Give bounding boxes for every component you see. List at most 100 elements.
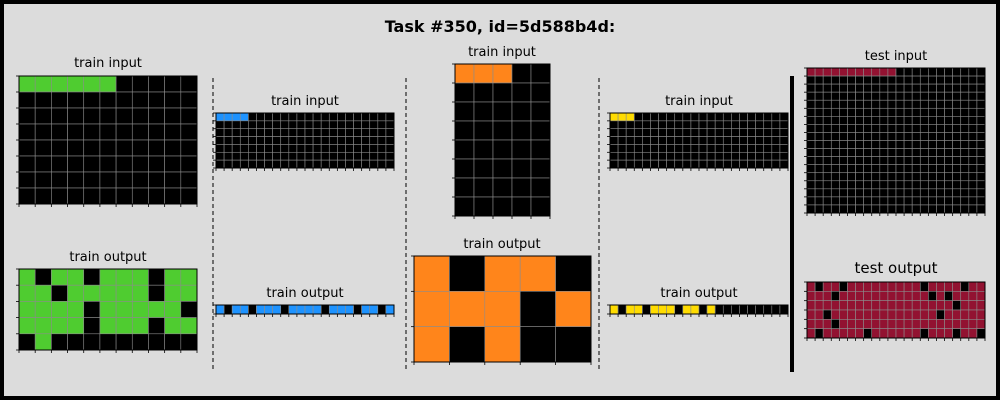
grid-cell — [847, 83, 856, 93]
grid-cell — [863, 107, 873, 117]
grid-cell — [968, 309, 978, 320]
grid-cell — [180, 317, 198, 335]
grid-cell — [34, 107, 52, 125]
grid-cell — [666, 136, 676, 145]
grid-cell — [256, 304, 265, 315]
grid-cell — [280, 159, 290, 169]
grid-cell — [928, 172, 937, 182]
grid-cell — [863, 281, 873, 292]
grid-cell — [296, 159, 306, 169]
grid-cell — [617, 159, 627, 169]
grid-cell — [272, 151, 282, 161]
grid-cell — [887, 309, 897, 320]
grid-cell — [34, 317, 52, 335]
grid-cell — [903, 148, 913, 157]
grid-cell — [280, 151, 290, 161]
grid-cell — [911, 300, 921, 311]
grid-cell — [747, 144, 756, 153]
grid-cell — [312, 144, 322, 153]
grid-cell — [215, 304, 225, 315]
grid-cell — [814, 132, 824, 141]
grid-cell — [731, 151, 740, 161]
grid-cell — [674, 112, 684, 122]
grid-cell — [256, 112, 265, 122]
grid-cell — [822, 140, 832, 149]
grid-cell — [633, 120, 643, 130]
grid-cell — [911, 83, 921, 93]
grid-cell — [361, 159, 371, 169]
grid-cell — [919, 291, 929, 301]
grid-cell — [304, 304, 314, 315]
grid-cell — [895, 204, 905, 214]
grid-cell — [361, 128, 371, 137]
grid-cell — [714, 159, 724, 169]
grid-cell — [690, 136, 700, 145]
grid-cell — [215, 120, 225, 130]
grid-cell — [215, 128, 225, 137]
grid-cell — [625, 304, 635, 315]
grid-cell — [609, 159, 619, 169]
grid-cell — [353, 144, 362, 153]
grid-cell — [148, 333, 165, 351]
test-output-grid — [804, 281, 986, 341]
grid-cell — [115, 107, 133, 125]
grid-cell — [148, 187, 165, 205]
grid-cell — [511, 101, 532, 122]
grid-cell — [131, 268, 149, 286]
grid-cell — [328, 112, 338, 122]
grid-cell — [976, 172, 986, 182]
grid-cell — [976, 164, 986, 174]
grid-cell — [976, 99, 986, 109]
grid-cell — [99, 171, 117, 189]
grid-cell — [839, 204, 848, 214]
grid-cell — [454, 139, 475, 160]
pair3-output-label: train output — [463, 237, 540, 252]
grid-cell — [928, 75, 937, 85]
grid-cell — [895, 148, 905, 157]
grid-cell — [830, 83, 840, 93]
grid-cell — [895, 116, 905, 125]
grid-cell — [839, 188, 848, 198]
grid-cell — [968, 300, 978, 311]
grid-cell — [871, 140, 881, 149]
grid-cell — [706, 128, 716, 137]
grid-cell — [658, 304, 667, 315]
grid-cell — [747, 136, 756, 145]
grid-cell — [280, 144, 290, 153]
grid-cell — [839, 116, 848, 125]
grid-cell — [555, 255, 592, 292]
grid-cell — [976, 148, 986, 157]
grid-cell — [296, 120, 306, 130]
grid-cell — [968, 172, 978, 182]
grid-cell — [944, 83, 953, 93]
grid-cell — [879, 300, 889, 311]
grid-cell — [879, 132, 889, 141]
grid-cell — [320, 159, 330, 169]
grid-cell — [952, 124, 962, 133]
grid-cell — [385, 304, 395, 315]
grid-cell — [67, 155, 85, 173]
grid-cell — [369, 120, 379, 130]
grid-cell — [814, 99, 824, 109]
grid-cell — [296, 128, 306, 137]
grid-cell — [903, 180, 913, 190]
grid-cell — [976, 300, 986, 311]
grid-cell — [67, 284, 85, 302]
grid-cell — [328, 144, 338, 153]
grid-cell — [164, 75, 182, 93]
grid-cell — [895, 132, 905, 141]
grid-cell — [919, 148, 929, 157]
grid-cell — [731, 136, 740, 145]
grid-cell — [51, 123, 68, 141]
grid-cell — [879, 99, 889, 109]
grid-cell — [312, 151, 322, 161]
grid-cell — [248, 128, 257, 137]
grid-cell — [473, 177, 494, 198]
grid-cell — [863, 204, 873, 214]
grid-cell — [739, 144, 748, 153]
grid-cell — [968, 116, 978, 125]
grid-cell — [682, 128, 692, 137]
grid-cell — [115, 187, 133, 205]
grid-cell — [722, 304, 732, 315]
grid-cell — [609, 144, 619, 153]
